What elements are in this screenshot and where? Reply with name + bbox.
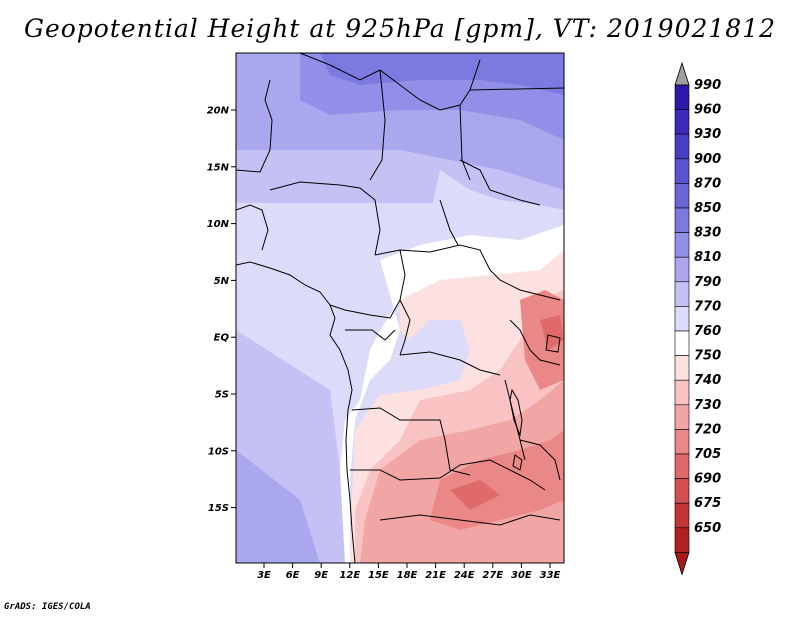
colorbar-swatch [674,355,690,381]
colorbar-swatch [674,109,690,135]
colorbar-swatch [674,207,690,233]
lon-tick-label: 9E [314,570,328,581]
colorbar-swatch [674,306,690,332]
lon-tick-label: 27E [482,570,503,581]
colorbar-label: 810 [694,250,721,265]
colorbar-swatch [674,527,690,553]
colorbar-swatch [674,404,690,430]
lat-tick-label: 15S [208,503,229,514]
colorbar-label: 730 [694,398,721,413]
lon-tick-label: 33E [540,570,561,581]
colorbar-swatch [674,429,690,455]
lon-axis: 3E 6E 9E 12E 15E 18E 21E 24E 27E 30E 33E [257,563,561,581]
lat-axis: 20N 15N 10N 5N EQ 5S 10S 15S [207,106,236,514]
colorbar-label: 690 [694,472,721,487]
colorbar-label: 740 [694,373,721,388]
lon-tick-label: 12E [339,570,360,581]
colorbar-swatch [674,330,690,356]
colorbar-swatch [674,281,690,307]
lat-tick-label: 10N [207,219,230,230]
colorbar-top-arrow [674,61,690,86]
colorbar-swatch [674,158,690,184]
chart-title: Geopotential Height at 925hPa [gpm], VT:… [23,14,777,43]
colorbar-label: 720 [694,422,721,437]
lon-tick-label: 30E [511,570,532,581]
lon-tick-label: 15E [368,570,389,581]
colorbar-swatch [674,133,690,160]
lat-tick-label: EQ [214,333,230,344]
lat-tick-label: 20N [207,106,230,117]
colorbar-swatch [674,84,690,110]
colorbar-swatch [674,183,690,209]
colorbar-label: 830 [694,226,721,241]
colorbar-label: 760 [694,324,721,339]
country-borders [236,53,564,563]
colorbar-label: 850 [694,201,721,216]
colorbar-label: 790 [694,275,721,290]
lon-tick-label: 3E [257,570,271,581]
colorbar-label: 750 [694,349,721,364]
lat-tick-label: 5S [215,390,229,401]
colorbar-swatch [674,502,690,529]
lon-tick-label: 18E [397,570,418,581]
colorbar-swatch [674,232,690,258]
colorbar: 990 960 930 900 870 850 830 810 790 770 760 750 740 7… [674,61,721,576]
lon-tick-label: 24E [454,570,475,581]
colorbar-label: 900 [694,152,721,167]
colorbar-label: 990 [694,78,721,93]
colorbar-swatch [674,379,690,406]
colorbar-swatch [674,256,690,283]
lon-tick-label: 21E [425,570,446,581]
colorbar-label: 705 [694,447,721,462]
credit-label: GrADS: IGES/COLA [4,602,91,612]
colorbar-label: 675 [694,496,721,511]
colorbar-label: 960 [694,103,721,118]
colorbar-label: 650 [694,521,721,536]
lat-tick-label: 10S [208,446,229,457]
colorbar-label: 870 [694,176,721,191]
colorbar-label: 770 [694,299,721,314]
lat-tick-label: 15N [207,162,230,173]
map-fill [236,53,564,563]
colorbar-label: 930 [694,127,721,142]
colorbar-bottom-arrow [674,552,690,576]
colorbar-swatch [674,478,690,504]
lat-tick-label: 5N [214,276,230,287]
lon-tick-label: 6E [286,570,300,581]
colorbar-swatch [674,453,690,479]
map-frame [235,52,565,564]
